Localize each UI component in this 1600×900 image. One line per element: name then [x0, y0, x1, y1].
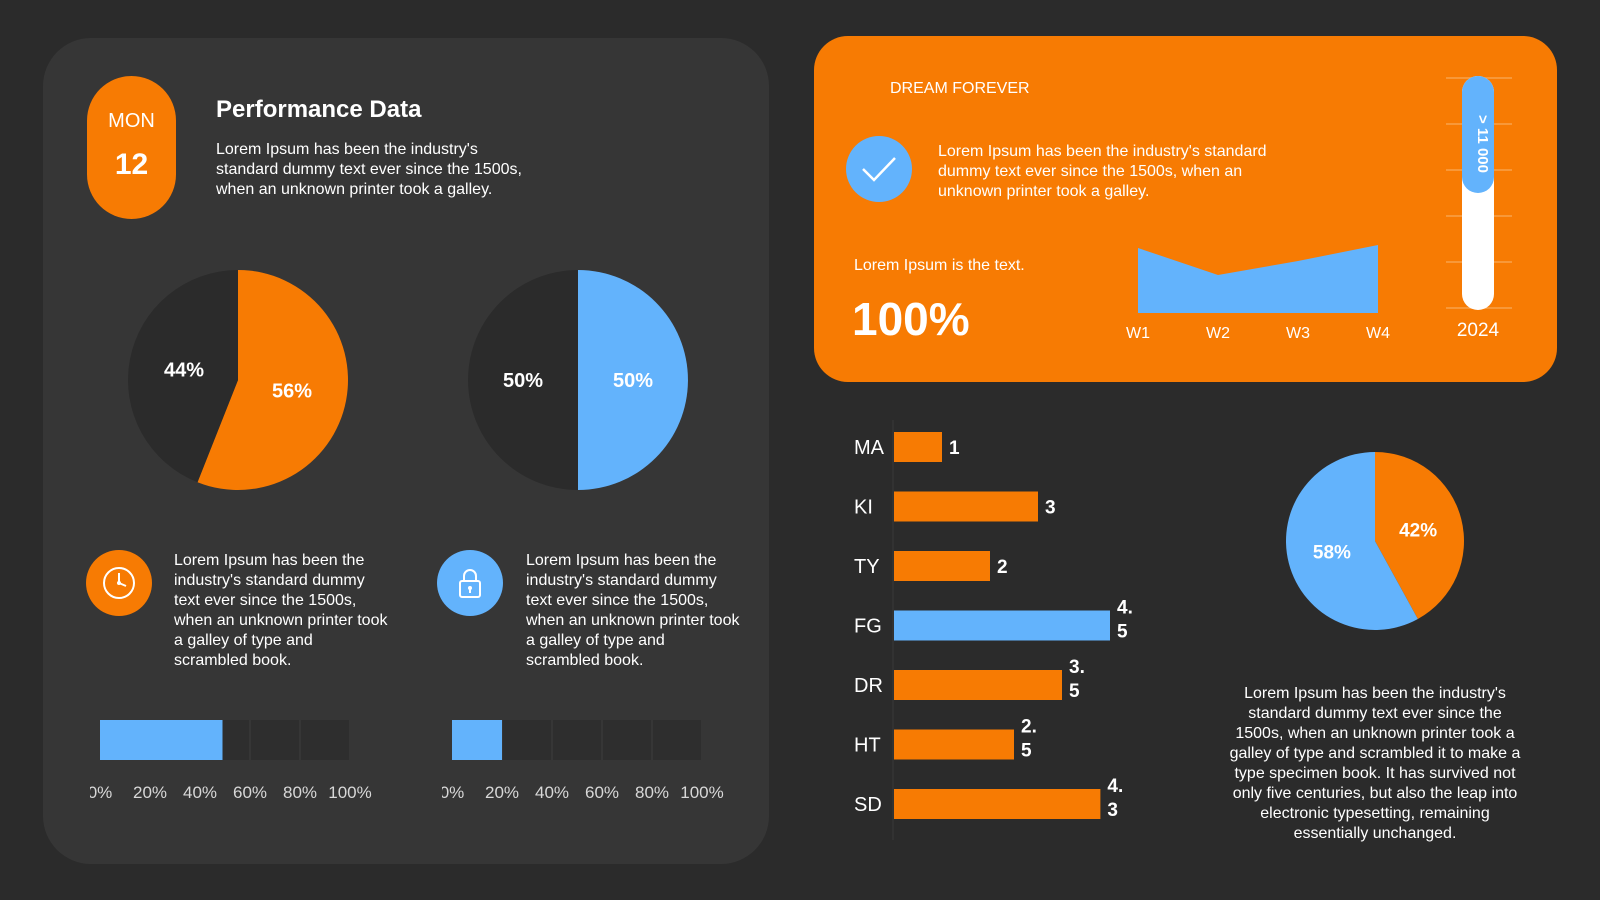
bar: [894, 789, 1101, 819]
progress-tick-label: 100%: [680, 783, 723, 802]
horizontal-bar-chart: MA 1 KI 3 TY 2 FG 4. 5 DR 3. 5 HT 2. 5 SD 4. 3: [854, 420, 1133, 840]
area-x-label: W2: [1206, 325, 1230, 342]
pie-slice: [578, 270, 688, 490]
pie-slice: [128, 270, 238, 483]
progress-tick-label: 40%: [535, 783, 569, 802]
progress-tick-label: 100%: [328, 783, 371, 802]
bar: [894, 670, 1062, 700]
pie-slice: [1286, 452, 1418, 630]
bar-category-label: FG: [854, 616, 882, 638]
gauge-chart: > 11 000 2024: [1446, 76, 1512, 341]
gauge-fill: [1462, 76, 1494, 193]
page-title: Performance Data: [216, 96, 422, 123]
progress-chart-1: 0% 20% 40% 60% 80% 100%: [90, 720, 372, 802]
date-day: MON: [108, 110, 155, 132]
bar: [894, 491, 1038, 522]
gauge-year: 2024: [1457, 320, 1500, 341]
stat-label: Lorem Ipsum is the text.: [854, 257, 1025, 274]
tagline: DREAM FOREVER: [890, 80, 1030, 97]
area-chart: W1 W2 W3 W4: [1126, 245, 1390, 342]
lock-icon: [437, 550, 503, 616]
bar-value-label: 5: [1069, 681, 1080, 702]
pie-chart-3: 42% 58%: [1286, 452, 1464, 630]
progress-chart-2: 0% 20% 40% 60% 80% 100%: [442, 720, 724, 802]
progress-tick-label: 60%: [585, 783, 619, 802]
pie-slice-label: 50%: [503, 370, 543, 392]
pie-slice: [1375, 452, 1464, 619]
bar-value-label: 2.: [1021, 717, 1037, 738]
pie-slice-label: 44%: [164, 360, 204, 382]
progress-tick-label: 0%: [442, 783, 464, 802]
bar: [894, 551, 990, 581]
bar-category-label: KI: [854, 497, 873, 519]
progress-track-segment: [251, 720, 299, 760]
progress-tick-label: 60%: [233, 783, 267, 802]
gauge-label: > 11 000: [1474, 115, 1491, 173]
progress-track-segment: [553, 720, 601, 760]
progress-fill: [452, 720, 502, 760]
progress-tick-label: 20%: [133, 783, 167, 802]
progress-track-segment: [503, 720, 551, 760]
highlight-panel: [814, 36, 1557, 382]
pie-slice-label: 42%: [1399, 521, 1437, 542]
pie-chart-1: 56% 44%: [128, 270, 349, 490]
bar: [894, 729, 1014, 760]
header-description: Lorem Ipsum has been the industry's stan…: [216, 141, 522, 198]
summary-text: Lorem Ipsum has been the industry's stan…: [1229, 685, 1521, 842]
clock-icon: [86, 550, 152, 616]
check-text: Lorem Ipsum has been the industry's stan…: [938, 143, 1267, 200]
bar-value-label: 5: [1117, 622, 1128, 643]
bar-value-label: 1: [949, 438, 960, 459]
progress-tick-label: 80%: [635, 783, 669, 802]
bar-value-label: 4.: [1117, 598, 1133, 619]
progress-track-segment: [653, 720, 701, 760]
pie-slice-label: 58%: [1313, 543, 1351, 564]
pie-chart-2: 50% 50%: [468, 270, 688, 490]
progress-tick-label: 20%: [485, 783, 519, 802]
card-text-2: Lorem Ipsum has been the industry's stan…: [526, 552, 740, 669]
stat-value: 100%: [852, 293, 970, 345]
progress-tick-label: 0%: [90, 783, 112, 802]
bar-value-label: 5: [1021, 741, 1032, 762]
area-series: [1138, 245, 1378, 313]
pie-slice: [197, 270, 349, 490]
bar-category-label: DR: [854, 675, 883, 697]
pie-slice: [468, 270, 578, 490]
pie-slice-label: 50%: [613, 370, 653, 392]
bar-value-label: 3: [1045, 498, 1056, 519]
pie-slice-label: 56%: [272, 380, 312, 402]
date-badge: MON 12: [87, 76, 176, 219]
area-x-label: W3: [1286, 325, 1310, 342]
progress-track-segment: [603, 720, 651, 760]
check-icon: [846, 136, 912, 202]
progress-tick-label: 40%: [183, 783, 217, 802]
bar: [894, 432, 942, 462]
bar: [894, 610, 1110, 641]
progress-track-segment: [301, 720, 349, 760]
bar-category-label: MA: [854, 437, 885, 459]
bar-value-label: 2: [997, 557, 1008, 578]
progress-fill: [100, 720, 223, 760]
bar-category-label: HT: [854, 735, 881, 757]
progress-tick-label: 80%: [283, 783, 317, 802]
bar-category-label: TY: [854, 556, 880, 578]
area-x-label: W1: [1126, 325, 1150, 342]
bar-value-label: 3.: [1069, 657, 1085, 678]
bar-category-label: SD: [854, 794, 882, 816]
bar-value-label: 4.: [1107, 776, 1123, 797]
bar-value-label: 3: [1107, 800, 1118, 821]
card-text-1: Lorem Ipsum has been the industry's stan…: [174, 552, 388, 669]
area-x-label: W4: [1366, 325, 1390, 342]
date-number: 12: [114, 148, 149, 181]
